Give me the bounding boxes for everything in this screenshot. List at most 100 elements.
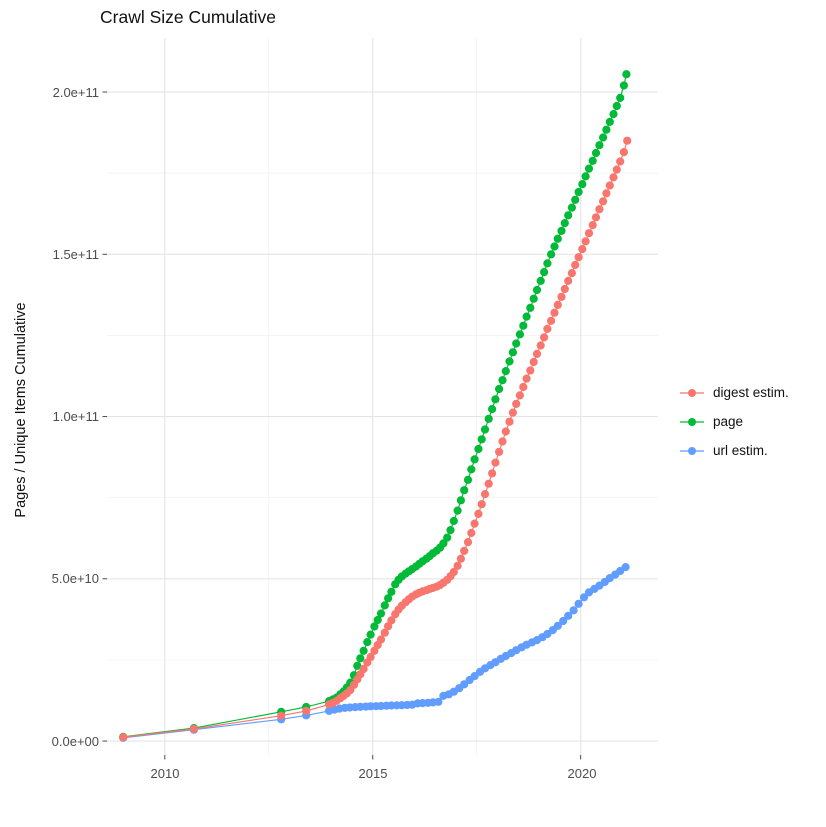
y-tick-label-1: 5.0e+10 [51,571,99,586]
series-point-digest-estim- [619,148,629,157]
series-point-digest-estim- [460,546,469,556]
series-point-page [619,81,629,90]
legend-key-page-icon [680,417,704,426]
legend-key-digest-icon [680,388,704,397]
series-point-page [495,384,504,394]
series-point-digest-estim- [529,357,538,367]
series-point-digest-estim- [302,706,311,716]
series-point-page [547,250,556,259]
series-point-page [532,285,542,295]
series-point-page [595,141,604,150]
series-point-digest-estim- [449,567,458,577]
series-point-page [359,646,368,655]
legend-label-page: page [713,414,744,429]
series-point-page [540,268,549,277]
series-point-digest-estim- [380,628,389,637]
series-point-page [616,93,625,102]
series-point-digest-estim- [491,458,500,467]
series-point-digest-estim- [508,408,517,417]
series-point-digest-estim- [277,711,286,720]
series-point-digest-estim- [564,276,573,285]
series-point-page [453,506,462,515]
series-point-page [439,539,448,548]
series-point-page [356,654,365,663]
series-point-page [550,242,559,251]
series-point-page [622,70,631,79]
series-point-page [605,117,614,126]
series-point-page [609,110,618,119]
series-point-url-estim- [434,697,443,706]
series-point-digest-estim- [467,528,476,538]
series-point-digest-estim- [616,157,625,166]
series-point-digest-estim- [387,616,396,625]
series-point-url-estim- [579,593,589,602]
series-point-page [480,425,490,434]
series-point-page [529,294,538,303]
series-point-digest-estim- [591,213,601,222]
series-point-page [353,661,362,670]
series-point-page [456,496,465,505]
series-point-digest-estim- [505,417,514,426]
series-point-digest-estim- [480,490,490,499]
series-point-digest-estim- [581,237,590,246]
legend-item-url-estim: url estim. [679,436,789,465]
x-tick-label-2015: 2015 [358,766,388,781]
series-point-page [498,376,507,385]
series-point-url-estim- [559,616,568,626]
series-point-page [363,638,372,647]
series-point-page [557,226,566,235]
series-point-page [536,276,545,285]
series-point-digest-estim- [488,469,497,478]
series-point-page [515,330,525,339]
series-point-digest-estim- [189,724,198,734]
series-point-page [567,203,577,212]
y-tick-label-2: 1.0e+11 [52,409,99,424]
series-point-page [571,195,580,204]
x-tick-label-2020: 2020 [567,766,597,781]
series-point-digest-estim- [456,554,465,563]
y-tick-label-4: 2.0e+11 [52,84,99,100]
series-point-digest-estim- [560,284,569,294]
series-point-page [564,211,573,220]
series-point-page [588,156,597,165]
series-point-digest-estim- [595,205,604,214]
series-point-page [501,367,510,376]
series-point-digest-estim- [605,181,614,190]
series-point-page [574,187,583,197]
series-point-digest-estim- [578,245,587,254]
series-point-page [543,259,552,268]
series-point-page [387,587,396,596]
legend-item-digest-estim: digest estim. [679,378,789,407]
series-point-digest-estim- [359,664,368,674]
legend-key-url-icon [680,446,704,455]
series-point-digest-estim- [519,382,528,392]
series-point-digest-estim- [474,509,483,518]
series-point-page [599,133,608,142]
series-point-page [449,516,458,526]
series-point-page [460,486,469,495]
series-point-page [477,435,486,444]
series-point-page [470,455,479,464]
series-point-url-estim- [569,606,578,615]
series-point-page [581,172,590,181]
series-point-page [578,180,587,189]
series-point-digest-estim- [366,652,375,662]
series-point-digest-estim- [536,341,545,350]
series-point-digest-estim- [453,561,462,570]
series-point-page [376,609,386,618]
series-point-page [519,321,528,330]
series-point-page [553,234,562,243]
series-point-digest-estim- [557,292,566,301]
series-point-digest-estim- [522,374,531,383]
series-point-digest-estim- [602,189,611,198]
series-point-digest-estim- [498,437,507,446]
series-point-url-estim- [553,621,562,630]
series-point-page [370,622,379,631]
series-point-digest-estim- [623,136,632,145]
series-point-digest-estim- [119,733,128,742]
series-point-page [446,526,455,535]
series-point-page [366,630,375,639]
series-point-digest-estim- [463,538,473,547]
